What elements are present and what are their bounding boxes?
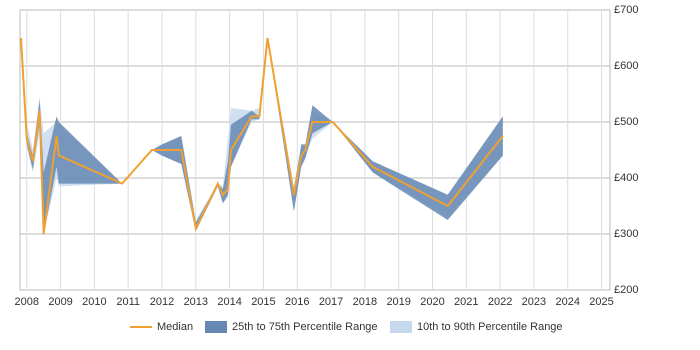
legend-swatch bbox=[205, 321, 227, 333]
x-tick-label: 2021 bbox=[454, 296, 478, 308]
x-tick-label: 2020 bbox=[420, 296, 444, 308]
legend-label: Median bbox=[157, 321, 193, 333]
x-tick-label: 2013 bbox=[184, 296, 208, 308]
x-tick-label: 2015 bbox=[251, 296, 275, 308]
x-tick-label: 2018 bbox=[353, 296, 377, 308]
median-line bbox=[20, 37, 504, 235]
y-tick-label: £700 bbox=[614, 4, 638, 16]
x-tick-label: 2025 bbox=[589, 296, 613, 308]
plot-area bbox=[19, 9, 611, 291]
x-tick-label: 2012 bbox=[150, 296, 174, 308]
x-tick-label: 2016 bbox=[285, 296, 309, 308]
x-tick-label: 2014 bbox=[217, 296, 241, 308]
y-tick-label: £400 bbox=[614, 172, 638, 184]
x-tick-label: 2009 bbox=[48, 296, 72, 308]
x-tick-label: 2023 bbox=[522, 296, 546, 308]
legend-label: 10th to 90th Percentile Range bbox=[417, 321, 563, 333]
x-tick-label: 2017 bbox=[319, 296, 343, 308]
y-tick-label: £600 bbox=[614, 60, 638, 72]
y-tick-label: £200 bbox=[614, 284, 638, 296]
x-tick-label: 2010 bbox=[82, 296, 106, 308]
x-tick-label: 2024 bbox=[555, 296, 579, 308]
y-tick-label: £300 bbox=[614, 228, 638, 240]
legend-label: 25th to 75th Percentile Range bbox=[232, 321, 378, 333]
y-tick-label: £500 bbox=[614, 116, 638, 128]
x-tick-label: 2008 bbox=[15, 296, 39, 308]
x-tick-label: 2019 bbox=[386, 296, 410, 308]
x-tick-label: 2022 bbox=[488, 296, 512, 308]
x-tick-label: 2011 bbox=[116, 296, 140, 308]
legend-swatch bbox=[390, 321, 412, 333]
